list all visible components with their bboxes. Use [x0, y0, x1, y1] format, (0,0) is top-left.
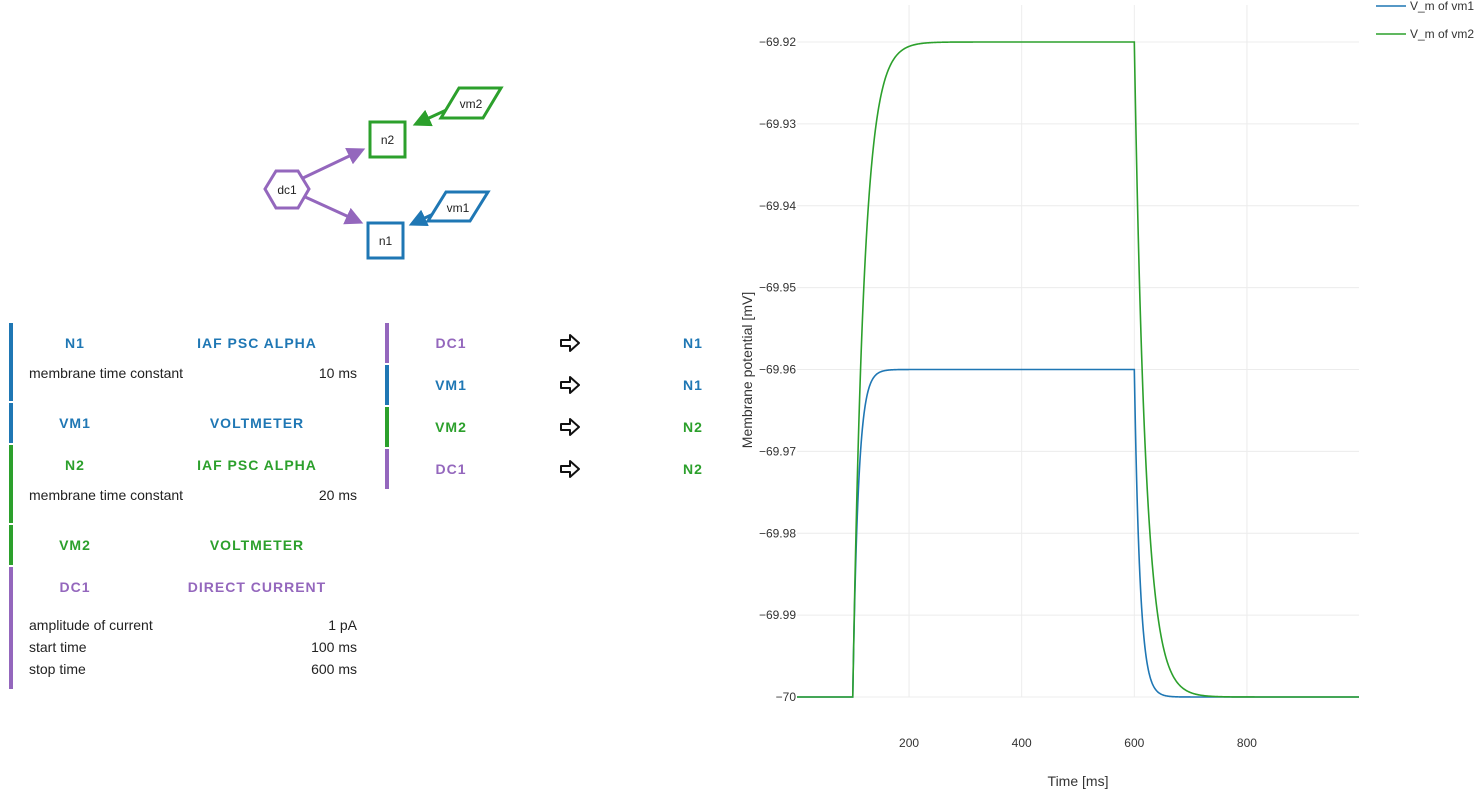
membrane-potential-chart: 200 400 600 800 −69.92 −69.93 −69.94 −69.95 −69.…: [739, 0, 1474, 789]
graph-node-label: n2: [381, 133, 395, 147]
param-row[interactable]: start time 100 ms: [13, 637, 369, 659]
y-tick-label: −69.92: [759, 35, 796, 49]
node-name: n2: [65, 457, 85, 473]
param-value[interactable]: 600 ms: [311, 661, 357, 677]
graph-node-n1[interactable]: n1: [366, 221, 405, 260]
node-name: vm2: [59, 537, 91, 553]
node-card-vm1[interactable]: vm1 voltmeter: [9, 403, 369, 443]
graph-node-label: n1: [379, 234, 393, 248]
connection-row[interactable]: DC1 N2: [385, 449, 705, 489]
graph-node-label: dc1: [277, 183, 297, 197]
chart-grid: [797, 5, 1359, 698]
param-label: membrane time constant: [29, 487, 184, 503]
param-row[interactable]: membrane time constant 10 ms: [13, 363, 369, 385]
y-tick-label: −69.96: [759, 363, 796, 377]
node-model: direct current: [187, 579, 327, 595]
connection-target: N1: [683, 335, 703, 351]
x-axis-label: Time [ms]: [1048, 773, 1109, 789]
graph-node-vm2[interactable]: vm2: [438, 86, 504, 120]
connection-target: N2: [683, 461, 703, 477]
node-name: dc1: [59, 579, 91, 595]
edge-dc1-n1: [302, 194, 364, 225]
node-card-dc1[interactable]: dc1 direct current amplitude of current …: [9, 567, 369, 689]
chart-ticks: 200 400 600 800 −69.92 −69.93 −69.94 −69.95 −69.…: [759, 35, 1257, 750]
legend-label-vm2: V_m of vm2: [1410, 27, 1474, 41]
connection-row[interactable]: VM2 N2: [385, 407, 705, 447]
graph-node-n2[interactable]: n2: [368, 120, 407, 159]
connection-row[interactable]: DC1 N1: [385, 323, 705, 363]
chart-series: [797, 41, 1359, 698]
param-value[interactable]: 100 ms: [311, 639, 357, 655]
node-card-vm2[interactable]: vm2 voltmeter: [9, 525, 369, 565]
param-label: start time: [29, 639, 87, 655]
x-tick-label: 400: [1012, 736, 1032, 750]
connection-source: DC1: [435, 335, 467, 351]
node-card-n2[interactable]: n2 iaf psc alpha membrane time constant …: [9, 445, 369, 523]
edge-dc1-n2: [302, 148, 366, 180]
param-value[interactable]: 10 ms: [318, 365, 357, 381]
graph-node-dc1[interactable]: dc1: [263, 169, 311, 210]
y-axis-label: Membrane potential [mV]: [739, 292, 755, 448]
node-model: iaf psc alpha: [197, 335, 317, 351]
x-tick-label: 800: [1237, 736, 1257, 750]
connection-source: DC1: [435, 461, 467, 477]
y-tick-label: −69.95: [759, 281, 796, 295]
param-row[interactable]: membrane time constant 20 ms: [13, 485, 369, 507]
y-tick-label: −69.97: [759, 444, 796, 458]
graph-node-vm1[interactable]: vm1: [425, 190, 491, 223]
node-card-n1[interactable]: n1 iaf psc alpha membrane time constant …: [9, 323, 369, 401]
arrow-right-icon: [560, 460, 580, 478]
arrow-right-icon: [560, 376, 580, 394]
node-model: voltmeter: [209, 415, 305, 431]
param-label: stop time: [29, 661, 86, 677]
param-row[interactable]: stop time 600 ms: [13, 659, 369, 681]
network-graph: n2 n1 dc1 vm2 vm1: [263, 86, 504, 260]
node-model: voltmeter: [209, 537, 305, 553]
connection-source: VM2: [435, 419, 467, 435]
chart-legend: V_m of vm1 V_m of vm2: [1376, 0, 1474, 41]
node-model: iaf psc alpha: [197, 457, 317, 473]
node-name: n1: [65, 335, 85, 351]
connection-target: N2: [683, 419, 703, 435]
param-row[interactable]: amplitude of current 1 pA: [13, 615, 369, 637]
y-tick-label: −69.98: [759, 526, 796, 540]
arrow-right-icon: [560, 334, 580, 352]
series-line-vm2[interactable]: [797, 41, 1359, 698]
legend-item-vm2[interactable]: V_m of vm2: [1376, 27, 1474, 41]
y-tick-label: −69.93: [759, 117, 796, 131]
arrow-right-icon: [560, 418, 580, 436]
y-tick-label: −70: [776, 690, 797, 704]
connection-row[interactable]: VM1 N1: [385, 365, 705, 405]
graph-node-label: vm2: [460, 97, 483, 111]
legend-label-vm1: V_m of vm1: [1410, 0, 1474, 13]
x-tick-label: 200: [899, 736, 919, 750]
param-value[interactable]: 20 ms: [318, 487, 357, 503]
graph-node-label: vm1: [447, 201, 470, 215]
y-tick-label: −69.94: [759, 199, 796, 213]
node-name: vm1: [59, 415, 91, 431]
connection-target: N1: [683, 377, 703, 393]
param-label: amplitude of current: [29, 617, 153, 633]
legend-item-vm1[interactable]: V_m of vm1: [1376, 0, 1474, 13]
connection-source: VM1: [435, 377, 467, 393]
y-tick-label: −69.99: [759, 608, 796, 622]
x-tick-label: 600: [1124, 736, 1144, 750]
param-label: membrane time constant: [29, 365, 184, 381]
param-value[interactable]: 1 pA: [328, 617, 357, 633]
